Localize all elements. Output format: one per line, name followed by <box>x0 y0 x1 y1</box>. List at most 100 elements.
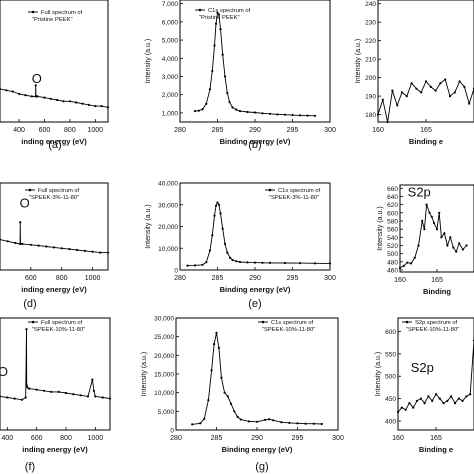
data-point <box>296 422 299 425</box>
data-point <box>94 395 97 398</box>
data-point <box>449 236 452 239</box>
peak-annotation: S2p <box>408 184 431 199</box>
data-point <box>229 256 232 260</box>
data-point <box>193 264 197 267</box>
data-point <box>233 410 236 413</box>
data-point <box>253 111 257 114</box>
data-point <box>428 211 431 214</box>
y-tick-label: 540 <box>387 235 398 242</box>
data-point <box>199 422 202 425</box>
plot-frame <box>0 182 109 271</box>
x-tick-label: 290 <box>249 275 261 282</box>
data-point <box>469 393 472 396</box>
data-point <box>412 406 415 409</box>
data-point <box>246 110 249 114</box>
x-tick-label: 300 <box>332 435 344 442</box>
data-point <box>91 378 94 381</box>
data-point <box>50 390 53 393</box>
data-point <box>62 100 65 103</box>
y-tick-label: 10,000 <box>154 390 174 397</box>
data-point <box>0 238 2 241</box>
data-point <box>226 251 229 254</box>
data-point <box>25 328 28 331</box>
data-point <box>465 395 468 398</box>
y-tick-label: 5,000 <box>162 38 179 45</box>
data-point <box>434 89 437 92</box>
data-point <box>56 98 59 102</box>
data-point <box>217 13 221 16</box>
data-point <box>18 92 21 95</box>
x-tick-label: 300 <box>324 127 336 134</box>
x-tick-label: 165 <box>420 127 432 134</box>
data-point <box>83 249 86 252</box>
y-tick-label: 20,000 <box>158 224 178 231</box>
y-tick-label: 640 <box>387 194 398 201</box>
y-tick-label: 10,000 <box>158 246 178 253</box>
peak-annotation: O <box>32 71 42 86</box>
y-tick-label: 500 <box>387 251 398 258</box>
x-tick-label: 800 <box>64 127 76 134</box>
y-tick-label: 3,000 <box>162 74 179 81</box>
legend-marker <box>261 320 265 324</box>
y-tick-label: 660 <box>387 186 398 193</box>
data-point <box>417 244 420 247</box>
data-point <box>396 104 399 107</box>
legend-entry: "SPEEK-3%-11-80" <box>269 195 319 201</box>
data-point <box>461 399 464 402</box>
data-point <box>81 102 84 105</box>
data-point <box>214 204 218 207</box>
data-point <box>91 250 94 253</box>
data-point <box>442 402 445 405</box>
data-point <box>213 214 216 217</box>
data-point <box>208 88 212 91</box>
data-point <box>217 203 221 206</box>
data-point <box>408 402 411 405</box>
data-point <box>291 114 294 117</box>
data-point <box>446 399 449 402</box>
data-point <box>76 248 79 252</box>
y-axis-label: Intensity (a.u.) <box>145 39 152 83</box>
data-point <box>226 91 229 94</box>
data-point <box>430 215 433 218</box>
data-point <box>264 418 267 421</box>
data-point <box>19 242 22 245</box>
data-point <box>205 102 208 105</box>
data-point <box>413 256 416 259</box>
data-point <box>410 262 413 265</box>
data-point <box>99 251 102 254</box>
x-axis-label: inding energy (eV) <box>21 137 87 146</box>
legend-marker <box>198 8 202 12</box>
data-point <box>221 227 224 230</box>
data-point <box>5 89 8 92</box>
data-point <box>79 394 82 397</box>
data-point <box>223 242 227 245</box>
panel-d: 600 800 1000 inding energy (eV) O Full spectr… <box>0 182 110 310</box>
data-point <box>313 114 317 117</box>
x-tick-label: 165 <box>431 277 443 284</box>
data-point <box>226 395 229 398</box>
x-tick-label: 280 <box>170 435 182 442</box>
plot-frame <box>175 317 339 431</box>
data-point <box>34 84 37 87</box>
y-axis-label: Intensity (a.u.) <box>145 204 152 248</box>
x-tick-label: 295 <box>292 435 304 442</box>
data-point <box>52 246 56 249</box>
data-point <box>213 343 216 346</box>
data-point <box>205 261 208 264</box>
y-tick-label: 580 <box>387 218 398 225</box>
data-point <box>443 232 446 235</box>
data-point <box>193 110 197 113</box>
data-point <box>304 422 307 425</box>
data-point <box>215 331 218 334</box>
data-point <box>446 244 449 247</box>
data-point <box>57 390 60 393</box>
x-tick-label: 280 <box>174 127 186 134</box>
data-point <box>100 105 103 108</box>
data-point <box>453 91 456 94</box>
y-tick-label: 240 <box>365 1 376 8</box>
panel-label: (d) <box>23 298 36 310</box>
legend-entry: "Pristine PEEK" <box>199 15 240 21</box>
data-point <box>86 395 90 398</box>
